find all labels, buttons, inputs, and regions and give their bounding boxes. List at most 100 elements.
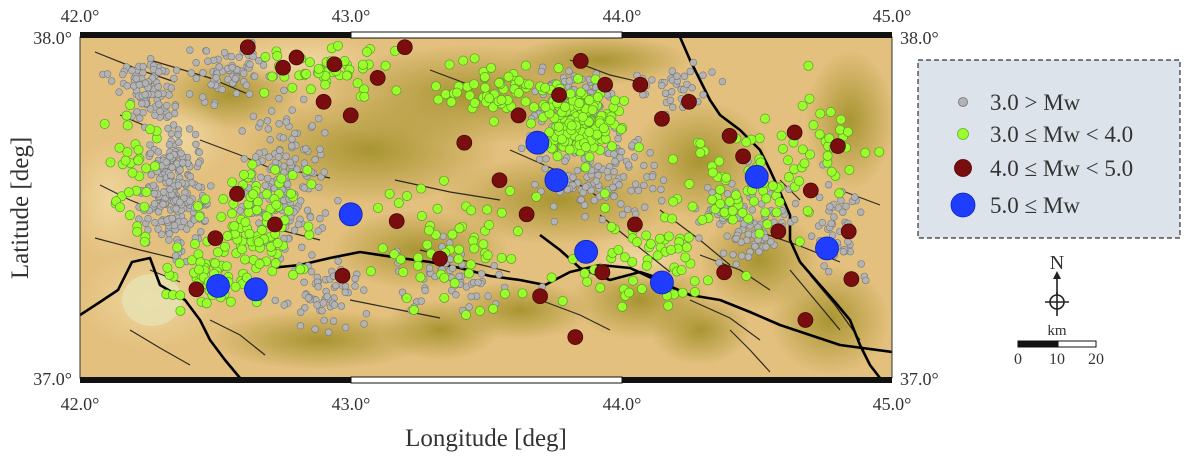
event-mw-3-to-4: [774, 197, 785, 208]
event-mw-3-to-4: [777, 143, 788, 154]
north-arrowhead: [1053, 271, 1061, 279]
event-mw-4-to-5: [716, 264, 733, 281]
event-mw-3-to-4: [762, 219, 773, 230]
event-mw-under-3: [146, 54, 155, 63]
event-mw-under-3: [751, 242, 759, 251]
event-mw-3-to-4: [737, 207, 748, 218]
event-mw-3-to-4: [127, 167, 138, 178]
event-mw-3-to-4: [488, 116, 499, 127]
event-mw-under-3: [715, 258, 723, 267]
event-mw-3-to-4: [240, 254, 250, 265]
event-mw-3-to-4: [697, 214, 708, 225]
event-mw-under-3: [204, 57, 212, 65]
event-mw-3-to-4: [464, 268, 474, 279]
event-mw-3-to-4: [595, 282, 606, 293]
event-mw-3-to-4: [139, 201, 150, 212]
event-mw-3-to-4: [341, 70, 352, 81]
event-mw-3-to-4: [391, 85, 402, 96]
lat-tick-left-top: 38.0°: [33, 28, 72, 48]
event-mw-4-to-5: [594, 264, 611, 281]
event-mw-3-to-4: [301, 69, 312, 79]
event-mw-under-3: [300, 184, 308, 192]
event-mw-under-3: [631, 180, 640, 188]
event-mw-3-to-4: [415, 272, 426, 283]
event-mw-under-3: [609, 183, 617, 192]
event-mw-under-3: [240, 155, 249, 163]
event-mw-3-to-4: [506, 253, 517, 264]
frame-bar-top: [622, 32, 892, 38]
event-mw-3-to-4: [743, 213, 754, 224]
event-mw-4-to-5: [388, 213, 405, 229]
event-mw-under-3: [448, 264, 457, 272]
event-mw-under-3: [826, 203, 834, 211]
event-mw-3-to-4: [377, 243, 388, 254]
event-mw-under-3: [154, 83, 162, 91]
event-mw-under-3: [151, 218, 159, 227]
event-mw-3-to-4: [287, 170, 298, 181]
event-mw-under-3: [341, 288, 349, 296]
event-mw-3-to-4: [469, 79, 480, 90]
event-mw-3-to-4: [565, 88, 576, 99]
event-mw-under-3: [755, 248, 763, 256]
event-mw-3-to-4: [380, 60, 391, 71]
event-mw-under-3: [297, 308, 305, 316]
event-mw-3-to-4: [458, 55, 469, 66]
event-mw-3-to-4: [577, 112, 588, 122]
event-mw-3-to-4: [842, 126, 853, 137]
event-mw-3-to-4: [133, 155, 144, 166]
event-mw-3-to-4: [230, 281, 241, 292]
event-mw-under-3: [307, 268, 316, 276]
legend: 3.0 > Mw 3.0 ≤ Mw < 4.0 4.0 ≤ Mw < 5.0 5…: [917, 59, 1181, 239]
event-mw-4-to-5: [518, 206, 535, 223]
event-mw-under-3: [308, 122, 316, 130]
event-mw-under-3: [186, 172, 195, 181]
event-mw-3-to-4: [120, 155, 131, 166]
event-mw-under-3: [563, 185, 572, 194]
event-mw-under-3: [837, 196, 845, 205]
event-mw-under-3: [136, 114, 144, 122]
event-mw-3-to-4: [579, 268, 590, 279]
event-mw-3-to-4: [724, 196, 735, 207]
event-mw-3-to-4: [496, 207, 507, 218]
event-mw-under-3: [240, 69, 248, 78]
event-mw-under-3: [732, 260, 740, 268]
event-mw-3-to-4: [524, 79, 534, 90]
event-mw-under-3: [634, 186, 643, 195]
event-mw-3-to-4: [584, 95, 595, 106]
event-mw-3-to-4: [210, 258, 221, 269]
event-mw-3-to-4: [695, 147, 706, 158]
event-mw-4-to-5: [239, 39, 256, 56]
event-mw-under-3: [531, 180, 539, 189]
event-mw-3-to-4: [192, 201, 203, 212]
event-mw-under-3: [688, 84, 696, 92]
event-mw-under-3: [165, 141, 174, 149]
border-line: [80, 256, 241, 378]
event-mw-under-3: [154, 225, 162, 233]
event-mw-3-to-4: [260, 52, 271, 62]
event-mw-under-3: [580, 201, 589, 209]
event-mw-under-3: [719, 249, 728, 258]
event-mw-3-to-4: [469, 53, 480, 64]
event-mw-under-3: [827, 219, 835, 228]
event-mw-3-to-4: [580, 162, 591, 173]
event-mw-under-3: [549, 202, 558, 211]
event-mw-under-3: [286, 158, 294, 167]
event-mw-3-to-4: [115, 202, 125, 213]
event-mw-4-to-5: [188, 281, 205, 298]
event-mw-under-3: [315, 114, 323, 123]
event-mw-under-3: [744, 253, 753, 261]
event-mw-under-3: [128, 66, 136, 75]
event-mw-3-to-4: [449, 278, 460, 289]
event-mw-under-3: [824, 267, 833, 276]
event-mw-under-3: [321, 129, 329, 137]
event-mw-under-3: [185, 90, 194, 98]
event-mw-3-to-4: [469, 243, 480, 254]
event-mw-under-3: [282, 152, 290, 161]
event-mw-3-to-4: [270, 258, 281, 269]
event-mw-3-to-4: [389, 249, 400, 260]
fault-line: [699, 254, 771, 291]
event-mw-3-to-4: [566, 120, 577, 131]
event-mw-4-to-5: [510, 107, 527, 124]
event-mw-under-3: [249, 52, 257, 61]
